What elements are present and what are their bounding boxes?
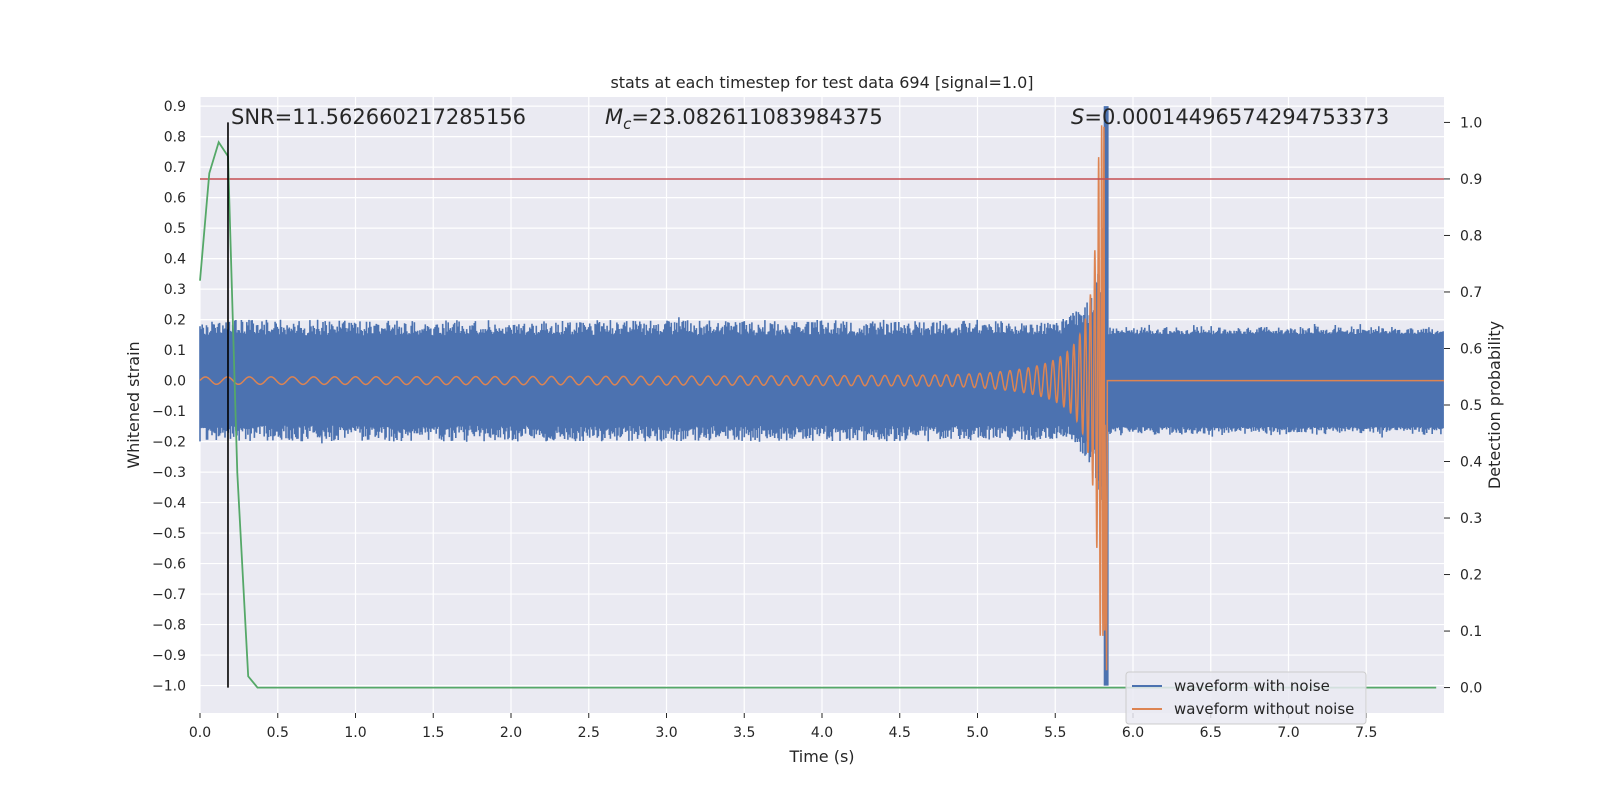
y-right-tick-label: 1.0 xyxy=(1460,115,1482,131)
x-tick-label: 7.5 xyxy=(1355,725,1377,741)
y-right-tick-label: 0.2 xyxy=(1460,568,1482,584)
y-left-tick-label: 0.4 xyxy=(164,252,186,268)
s-statistic-symbol: S xyxy=(1071,105,1084,129)
x-axis-label: Time (s) xyxy=(788,747,854,766)
chirp-mass-value: =23.082611083984375 xyxy=(631,105,882,129)
waveform-without-noise-line xyxy=(199,125,1444,671)
y-left-tick-label: −1.0 xyxy=(152,679,186,695)
y-left-tick-label: 0.8 xyxy=(164,130,186,146)
x-tick-label: 1.5 xyxy=(422,725,444,741)
chirp-mass-subscript: c xyxy=(623,115,632,133)
x-tick-label: 2.5 xyxy=(578,725,600,741)
series-layer xyxy=(199,106,1444,689)
y-left-tick-label: 0.6 xyxy=(164,191,186,207)
x-tick-label: 5.0 xyxy=(966,725,988,741)
chirp-mass-symbol: M xyxy=(605,105,623,129)
s-statistic-value: =0.00014496574294753373 xyxy=(1084,105,1389,129)
y-left-tick-label: 0.7 xyxy=(164,160,186,176)
y-right-tick-label: 0.9 xyxy=(1460,172,1482,188)
y-right-tick-label: 0.5 xyxy=(1460,398,1482,414)
y-left-tick-label: −0.9 xyxy=(152,648,186,664)
chirp-mass-annotation: Mc=23.082611083984375 xyxy=(605,105,883,133)
y-left-tick-label: −0.4 xyxy=(152,496,186,512)
x-tick-label: 7.0 xyxy=(1277,725,1299,741)
y-left-tick-label: −0.3 xyxy=(152,465,186,481)
y-right-tick-label: 0.4 xyxy=(1460,455,1482,471)
x-tick-label: 4.5 xyxy=(889,725,911,741)
x-tick-label: 6.0 xyxy=(1122,725,1144,741)
chart-title: stats at each timestep for test data 694… xyxy=(610,73,1033,92)
x-tick-label: 5.5 xyxy=(1044,725,1066,741)
x-tick-label: 4.0 xyxy=(811,725,833,741)
y-left-tick-label: 0.2 xyxy=(164,313,186,329)
y-right-tick-label: 0.3 xyxy=(1460,511,1482,527)
y-left-tick-label: −0.1 xyxy=(152,404,186,420)
y-right-tick-label: 0.7 xyxy=(1460,285,1482,301)
detection-probability-line xyxy=(199,140,1437,689)
y-left-tick-label: 0.3 xyxy=(164,282,186,298)
y-axis-right-label: Detection probability xyxy=(1485,321,1504,489)
x-tick-label: 0.0 xyxy=(189,725,211,741)
ticks-layer: 0.0 0.5 1.0 1.5 2.0 2.5 3.0 3.5 4.0 4.5 5.0 5.5 6.0 6… xyxy=(152,99,1482,741)
y-left-tick-label: 0.9 xyxy=(164,99,186,115)
y-left-tick-label: −0.7 xyxy=(152,587,186,603)
y-right-tick-label: 0.8 xyxy=(1460,228,1482,244)
y-left-tick-label: −0.2 xyxy=(152,435,186,451)
x-tick-label: 0.5 xyxy=(267,725,289,741)
y-left-tick-label: −0.5 xyxy=(152,526,186,542)
s-statistic-annotation: S=0.00014496574294753373 xyxy=(1071,105,1389,129)
y-left-tick-label: −0.6 xyxy=(152,557,186,573)
legend-label-noise: waveform with noise xyxy=(1174,677,1330,695)
x-tick-label: 6.5 xyxy=(1200,725,1222,741)
legend: waveform with noise waveform without noi… xyxy=(1125,671,1367,725)
legend-label-clean: waveform without noise xyxy=(1174,700,1354,718)
y-axis-left-label: Whitened strain xyxy=(124,341,143,468)
x-tick-label: 3.5 xyxy=(733,725,755,741)
y-left-tick-label: 0.0 xyxy=(164,374,186,390)
y-left-tick-label: 0.5 xyxy=(164,221,186,237)
y-left-tick-label: −0.8 xyxy=(152,618,186,634)
y-right-tick-label: 0.1 xyxy=(1460,624,1482,640)
x-tick-label: 3.0 xyxy=(655,725,677,741)
legend-box xyxy=(1125,671,1367,725)
y-right-tick-label: 0.6 xyxy=(1460,341,1482,357)
y-left-tick-label: 0.1 xyxy=(164,343,186,359)
x-tick-label: 1.0 xyxy=(344,725,366,741)
x-tick-label: 2.0 xyxy=(500,725,522,741)
y-right-tick-label: 0.0 xyxy=(1460,681,1482,697)
snr-annotation: SNR=11.562660217285156 xyxy=(231,105,526,129)
